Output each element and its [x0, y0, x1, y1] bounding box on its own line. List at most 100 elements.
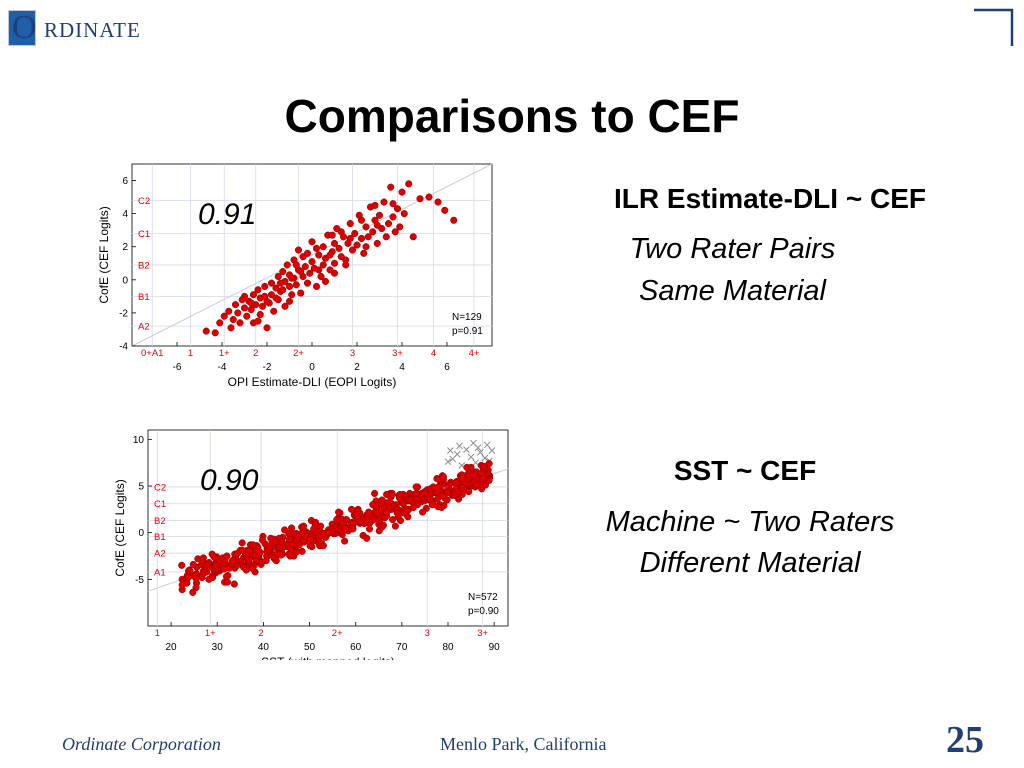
data-point	[288, 291, 296, 299]
data-point	[211, 329, 219, 337]
data-point	[373, 221, 381, 229]
data-point	[375, 517, 383, 526]
x-tick-label: 6	[444, 362, 450, 373]
data-point	[388, 490, 396, 498]
data-point	[378, 523, 386, 531]
data-point	[369, 228, 377, 236]
y-level-label: A1	[154, 567, 166, 578]
data-point	[335, 244, 343, 252]
data-point	[308, 238, 316, 246]
logo-wordmark: RDINATE	[44, 18, 141, 42]
data-point	[240, 304, 249, 312]
data-point	[371, 201, 379, 209]
data-point	[281, 526, 289, 534]
excluded-point	[476, 449, 484, 456]
data-point	[362, 223, 370, 231]
data-point	[208, 550, 216, 558]
data-point	[330, 259, 339, 267]
data-point	[360, 249, 368, 257]
data-point	[239, 546, 247, 554]
data-point	[434, 198, 442, 206]
data-point	[281, 302, 289, 310]
data-point	[263, 324, 271, 332]
correlation-value-2: 0.90	[200, 464, 259, 497]
data-point	[455, 488, 463, 496]
data-point	[433, 488, 441, 497]
data-point	[263, 297, 271, 305]
data-point	[393, 205, 402, 213]
data-point	[285, 282, 294, 290]
y-tick-label: 10	[133, 435, 145, 446]
data-point	[485, 476, 493, 484]
data-point	[256, 311, 264, 319]
x-tick-label: -2	[263, 362, 272, 373]
excluded-point	[467, 453, 475, 461]
data-point	[254, 317, 262, 325]
excluded-point	[483, 441, 491, 449]
data-point	[189, 588, 197, 596]
footer-company: Ordinate Corporation	[62, 734, 221, 754]
data-point	[209, 573, 217, 582]
data-point	[299, 522, 308, 530]
data-point	[383, 508, 391, 516]
data-point	[452, 478, 460, 486]
y-level-label: B1	[138, 292, 150, 303]
data-point	[288, 274, 296, 282]
data-point	[270, 307, 278, 315]
data-point	[256, 548, 264, 556]
data-point	[365, 508, 373, 516]
data-point	[472, 481, 480, 489]
panel-1-heading: ILR Estimate-DLI ~ CEF	[614, 183, 926, 214]
data-point	[469, 471, 477, 479]
data-point	[220, 565, 228, 573]
x-level-label: 2	[253, 348, 258, 359]
data-point	[326, 251, 334, 259]
data-point	[373, 509, 381, 517]
data-point	[267, 279, 276, 287]
data-point	[362, 516, 370, 524]
data-point	[328, 231, 336, 239]
scatter-plot-2-svg: 20 30 40 50 60 70 80 90 -5 0 5 10 1 1+ 2 2+ 3 3+ A1 A2 B1 B2 C…	[113, 429, 509, 660]
data-point	[315, 532, 323, 540]
y-level-label: B2	[154, 516, 166, 527]
data-point	[378, 496, 386, 504]
excluded-point	[453, 450, 461, 458]
y-tick-label: 2	[122, 242, 128, 253]
data-point	[254, 286, 262, 294]
x-level-label: 4+	[469, 348, 480, 359]
data-point	[303, 279, 312, 287]
data-point	[357, 234, 366, 243]
data-point	[351, 229, 359, 238]
data-point	[292, 261, 300, 269]
data-point	[317, 522, 325, 530]
y-level-label: C1	[154, 499, 166, 510]
data-point	[398, 188, 406, 196]
x-axis-label: SST (with mapped logits)	[261, 655, 395, 660]
x-level-label: 1+	[219, 348, 230, 359]
data-point	[353, 515, 362, 523]
data-point	[406, 496, 414, 504]
x-tick-label: 70	[396, 642, 408, 653]
data-point	[301, 263, 309, 271]
data-point	[315, 266, 323, 274]
data-point	[353, 241, 361, 249]
data-point	[363, 534, 371, 542]
x-level-label: 3	[350, 348, 355, 359]
data-point	[249, 541, 257, 549]
data-point	[319, 261, 327, 269]
y-tick-label: -5	[135, 575, 144, 586]
scatter-plot-ilr-cef: -6 -4 -2 0 2 4 6 -4 -2 0 2 4 6 0+A1 1 1+ 2 2+ 3 3+ 4 4+ A2 B1 B2…	[92, 158, 502, 398]
plot-annotation: p=0.91	[452, 326, 483, 337]
data-point	[375, 211, 384, 219]
data-point	[261, 282, 269, 290]
data-point	[239, 563, 248, 571]
y-axis-label: CofE (CEF Logits)	[113, 479, 127, 576]
excluded-point	[472, 459, 480, 467]
y-level-label: C2	[154, 482, 166, 493]
data-point	[319, 542, 327, 550]
data-point	[234, 309, 242, 317]
data-point	[371, 489, 379, 498]
data-point	[434, 502, 442, 511]
x-tick-label: 30	[212, 642, 224, 653]
data-point	[216, 319, 224, 327]
